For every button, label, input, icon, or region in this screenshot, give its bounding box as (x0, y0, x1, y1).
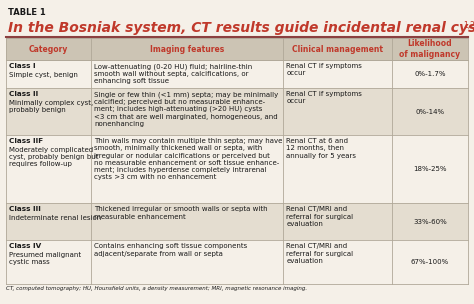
Text: Renal CT at 6 and
12 months, then
annually for 5 years: Renal CT at 6 and 12 months, then annual… (286, 138, 356, 159)
Text: 0%-1.7%: 0%-1.7% (414, 71, 446, 77)
Text: 0%-14%: 0%-14% (415, 109, 445, 115)
Text: Renal CT/MRI and
referral for surgical
evaluation: Renal CT/MRI and referral for surgical e… (286, 206, 353, 227)
Text: Class I: Class I (9, 63, 36, 69)
Text: Clinical management: Clinical management (292, 44, 383, 54)
Text: Contains enhancing soft tissue components
adjacent/separate from wall or septa: Contains enhancing soft tissue component… (94, 243, 248, 257)
Text: Likelihood
of malignancy: Likelihood of malignancy (399, 39, 460, 59)
Text: CT, computed tomography; HU, Hounsfield units, a density measurement; MRI, magne: CT, computed tomography; HU, Hounsfield … (6, 286, 307, 291)
Bar (6, 60, 468, 88)
Text: Moderately complicated
cyst, probably benign but
requires follow-up: Moderately complicated cyst, probably be… (9, 147, 99, 167)
Bar (6, 38, 468, 60)
Text: 67%-100%: 67%-100% (411, 259, 449, 265)
Text: Category: Category (29, 44, 68, 54)
Text: Thin walls may contain multiple thin septa; may have
smooth, minimally thickened: Thin walls may contain multiple thin sep… (94, 138, 283, 180)
Text: Single or few thin (<1 mm) septa; may be minimally
calcified; perceived but no m: Single or few thin (<1 mm) septa; may be… (94, 91, 279, 127)
Text: Simple cyst, benign: Simple cyst, benign (9, 71, 78, 78)
Bar (6, 240, 468, 284)
Bar (6, 135, 468, 203)
Text: Renal CT if symptoms
occur: Renal CT if symptoms occur (286, 63, 362, 76)
Text: Class III: Class III (9, 206, 41, 212)
Text: 18%-25%: 18%-25% (413, 166, 447, 172)
Text: TABLE 1: TABLE 1 (8, 8, 46, 17)
Text: 1,2,4-6: 1,2,4-6 (463, 21, 474, 30)
Text: Indeterminate renal lesion: Indeterminate renal lesion (9, 215, 101, 221)
Bar (6, 88, 468, 135)
Bar (6, 203, 468, 240)
Text: Class IIF: Class IIF (9, 138, 43, 144)
Text: Renal CT if symptoms
occur: Renal CT if symptoms occur (286, 91, 362, 104)
Text: Presumed malignant
cystic mass: Presumed malignant cystic mass (9, 252, 81, 265)
Text: Minimally complex cyst,
probably benign: Minimally complex cyst, probably benign (9, 99, 93, 113)
Text: Low-attenuating (0-20 HU) fluid; hairline-thin
smooth wall without septa, calcif: Low-attenuating (0-20 HU) fluid; hairlin… (94, 63, 253, 84)
Text: In the Bosniak system, CT results guide incidental renal cyst management: In the Bosniak system, CT results guide … (8, 21, 474, 35)
Text: Thickened irregular or smooth walls or septa with
measurable enhancement: Thickened irregular or smooth walls or s… (94, 206, 268, 219)
Text: Class IV: Class IV (9, 243, 41, 249)
Text: Imaging features: Imaging features (150, 44, 225, 54)
Text: Renal CT/MRI and
referral for surgical
evaluation: Renal CT/MRI and referral for surgical e… (286, 243, 353, 264)
Text: 33%-60%: 33%-60% (413, 219, 447, 225)
Text: Class II: Class II (9, 91, 38, 97)
